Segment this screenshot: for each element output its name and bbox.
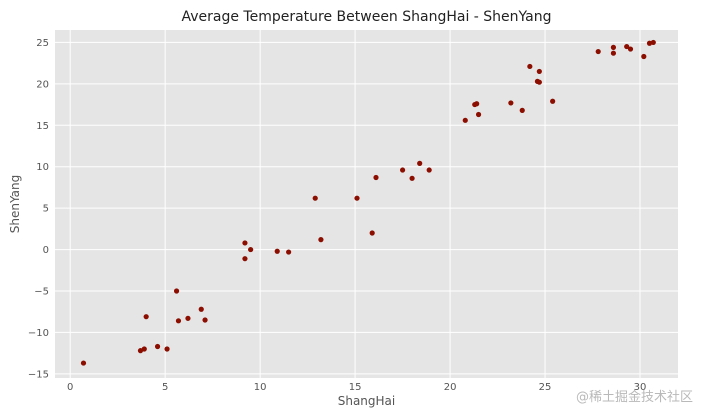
data-point: [312, 195, 318, 201]
y-tick-label: 25: [36, 38, 49, 49]
data-point: [354, 195, 360, 201]
y-tick-label: −15: [28, 369, 49, 380]
data-point: [248, 246, 254, 253]
data-point: [462, 117, 468, 123]
data-points: [80, 39, 656, 366]
data-point: [627, 46, 634, 52]
data-point: [154, 343, 161, 350]
data-point: [508, 100, 514, 106]
watermark: @稀土掘金技术社区: [575, 390, 693, 405]
data-point: [595, 48, 601, 55]
y-tick-label: 15: [36, 121, 49, 132]
x-tick-label: 15: [349, 382, 362, 393]
data-point: [164, 346, 170, 352]
data-point: [242, 256, 248, 262]
data-point: [286, 249, 292, 255]
tick-labels: 0 5 10 15 20 25 30 −15 −10 −5 0 5 10 15 20 25: [28, 38, 646, 393]
data-point: [536, 68, 542, 75]
data-point: [242, 240, 248, 246]
data-point: [519, 107, 525, 113]
y-tick-label: −5: [34, 287, 49, 298]
x-tick-label: 25: [539, 382, 552, 393]
data-point: [474, 101, 480, 107]
data-point: [399, 167, 406, 173]
data-point: [198, 306, 204, 312]
x-axis-label: ShangHai: [338, 394, 396, 408]
data-point: [536, 79, 542, 85]
data-point: [173, 288, 180, 294]
data-point: [417, 160, 423, 166]
data-point: [610, 50, 617, 56]
x-tick-label: 0: [67, 382, 73, 393]
x-tick-label: 30: [634, 382, 647, 393]
chart-title: Average Temperature Between ShangHai - S…: [181, 9, 551, 25]
data-point: [185, 315, 191, 321]
data-point: [80, 360, 87, 366]
y-tick-label: 5: [43, 204, 49, 215]
data-point: [141, 346, 147, 352]
data-point: [175, 318, 182, 324]
data-point: [409, 175, 415, 181]
y-tick-label: −10: [28, 328, 49, 339]
y-tick-label: 20: [36, 79, 49, 90]
data-point: [550, 98, 556, 104]
x-tick-label: 10: [254, 382, 267, 393]
data-point: [650, 39, 656, 46]
y-tick-label: 0: [43, 245, 49, 256]
x-tick-label: 20: [444, 382, 457, 393]
x-tick-label: 5: [162, 382, 168, 393]
data-point: [475, 111, 482, 118]
data-point: [641, 53, 647, 60]
data-point: [610, 44, 617, 51]
data-point: [426, 167, 432, 173]
data-point: [143, 314, 149, 320]
data-point: [369, 230, 375, 236]
data-point: [202, 317, 208, 323]
y-axis-label: ShenYang: [8, 175, 22, 233]
data-point: [318, 237, 324, 243]
data-point: [274, 248, 280, 254]
plot-area: [55, 30, 678, 378]
data-point: [624, 43, 630, 50]
y-tick-label: 10: [36, 162, 49, 173]
data-point: [373, 174, 379, 181]
grid-lines: [55, 30, 678, 378]
data-point: [527, 63, 533, 70]
